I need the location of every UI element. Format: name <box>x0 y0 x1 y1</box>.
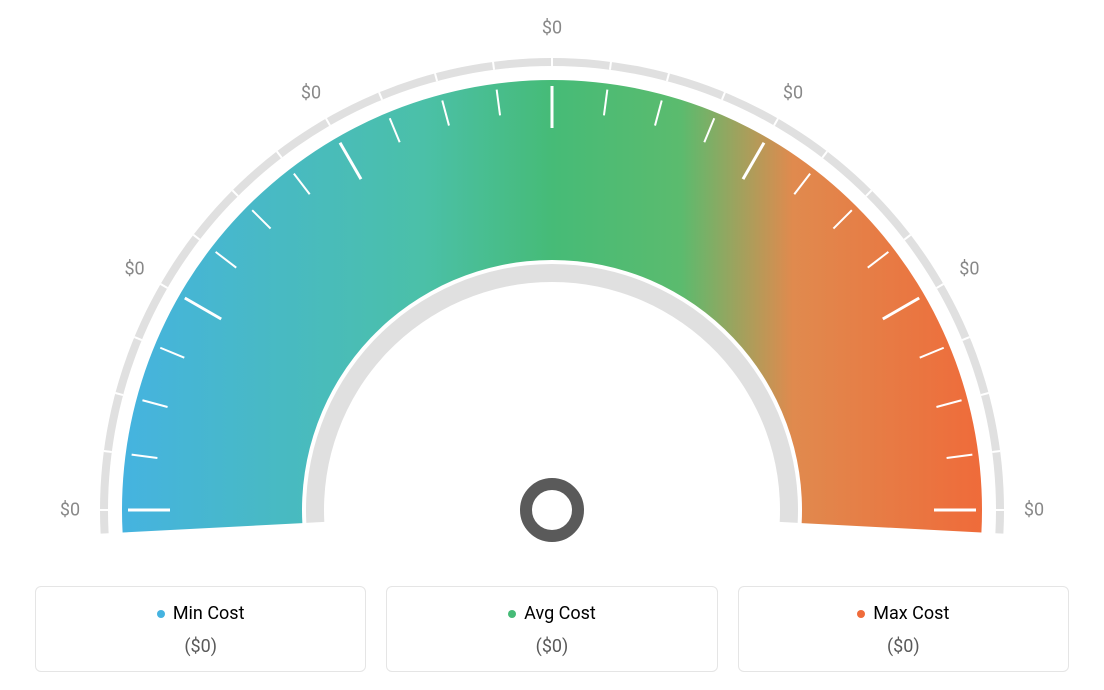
legend-label-avg: Avg Cost <box>524 603 596 624</box>
gauge-tick-label: $0 <box>301 82 321 103</box>
legend-card-max: Max Cost ($0) <box>738 586 1069 673</box>
legend-dot-avg <box>508 610 516 618</box>
legend-value-max: ($0) <box>751 636 1056 657</box>
gauge-chart: $0 $0 $0 $0 $0 $0 $0 <box>0 0 1104 560</box>
legend-title-min: Min Cost <box>157 603 245 624</box>
gauge-tick-label: $0 <box>1024 500 1044 521</box>
gauge-tick-label: $0 <box>783 82 803 103</box>
legend-value-avg: ($0) <box>399 636 704 657</box>
gauge-tick-label: $0 <box>124 259 144 280</box>
gauge-tick-label: $0 <box>542 18 562 39</box>
legend-title-avg: Avg Cost <box>508 603 596 624</box>
gauge-tick-label: $0 <box>959 259 979 280</box>
gauge-tick-label: $0 <box>60 500 80 521</box>
legend-card-avg: Avg Cost ($0) <box>386 586 717 673</box>
legend-row: Min Cost ($0) Avg Cost ($0) Max Cost ($0… <box>35 586 1069 673</box>
legend-value-min: ($0) <box>48 636 353 657</box>
legend-label-max: Max Cost <box>873 603 949 624</box>
legend-card-min: Min Cost ($0) <box>35 586 366 673</box>
legend-label-min: Min Cost <box>173 603 245 624</box>
legend-dot-min <box>157 610 165 618</box>
gauge-svg <box>60 10 1044 570</box>
legend-dot-max <box>857 610 865 618</box>
legend-title-max: Max Cost <box>857 603 949 624</box>
cost-gauge-container: $0 $0 $0 $0 $0 $0 $0 Min Cost ($0) Avg Cost ($… <box>0 0 1104 690</box>
